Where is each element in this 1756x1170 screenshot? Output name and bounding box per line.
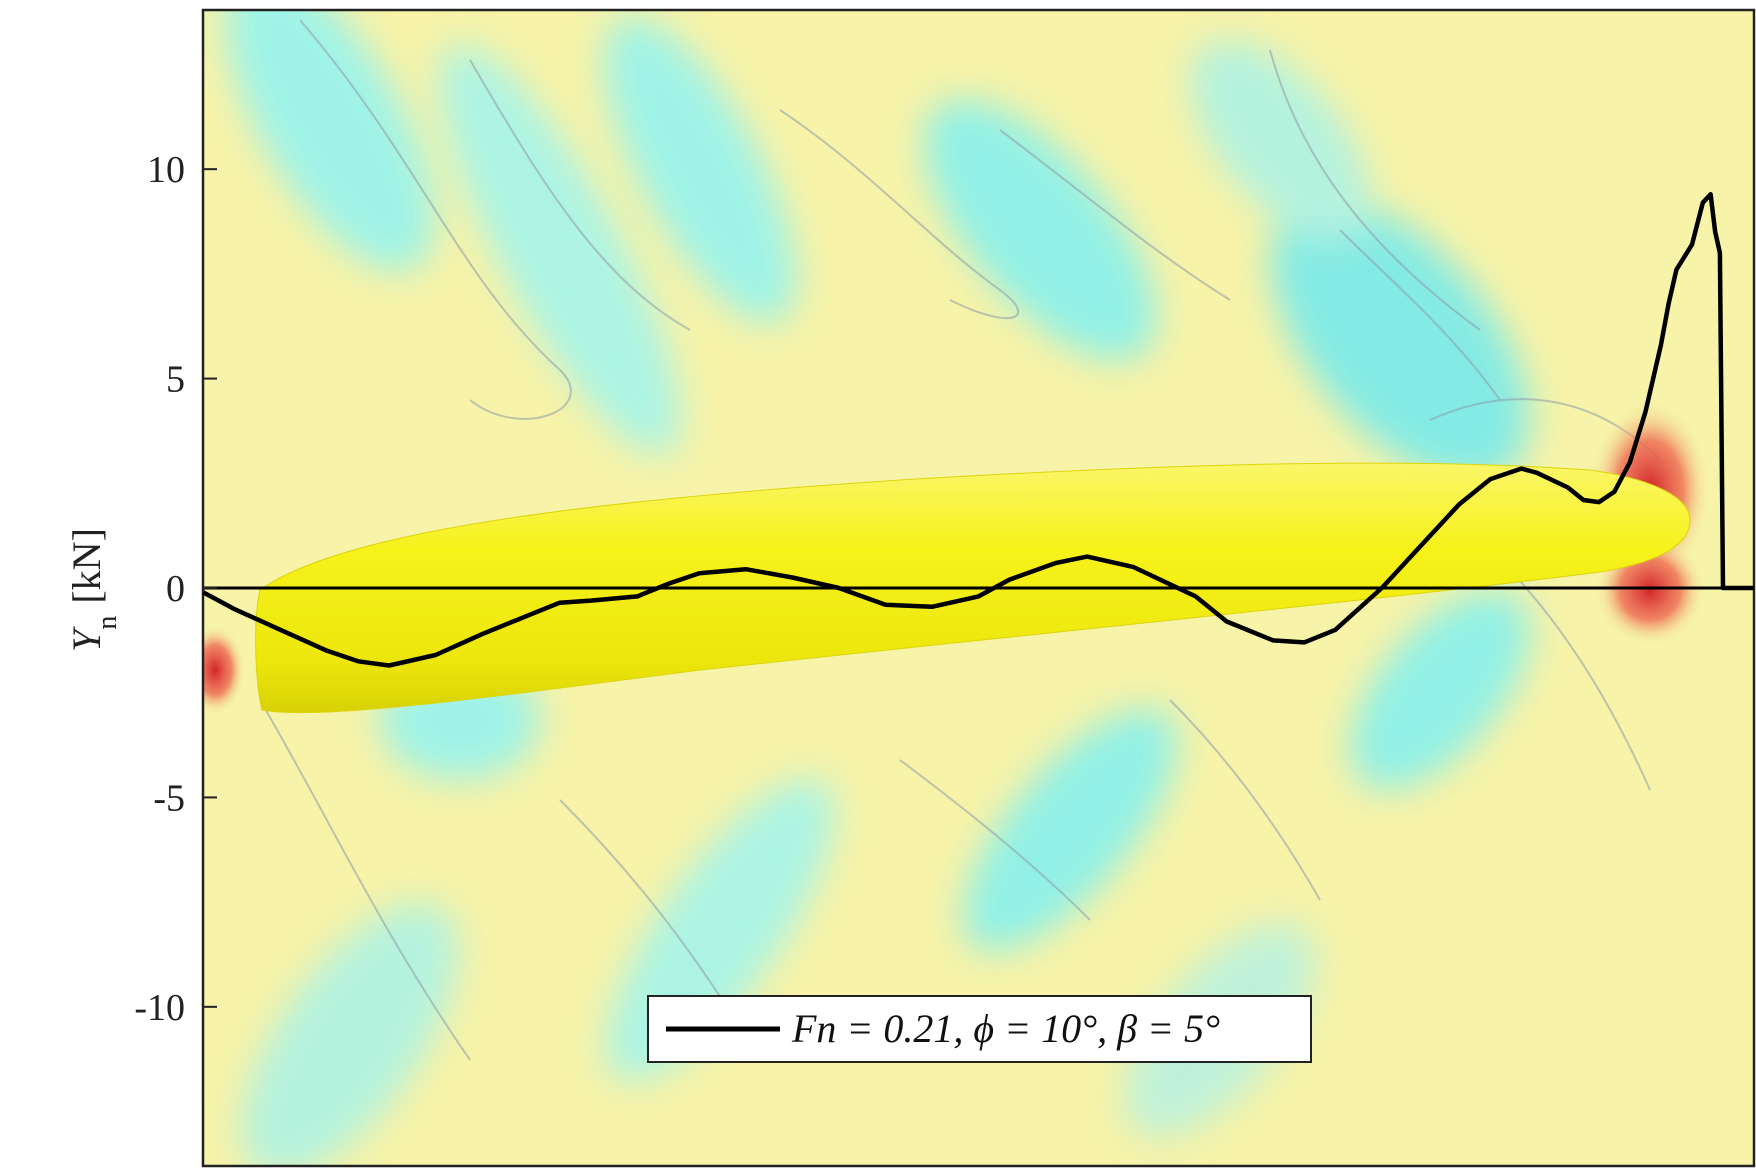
y-axis-label: Yn [kN] bbox=[64, 528, 123, 652]
y-tick-label: 0 bbox=[166, 568, 185, 610]
y-tick-label: -10 bbox=[134, 987, 185, 1029]
y-tick-label: -5 bbox=[153, 777, 185, 819]
y-tick-label: 5 bbox=[166, 359, 185, 401]
legend-label: Fn = 0.21, ϕ = 10°, β = 5° bbox=[791, 1006, 1220, 1051]
y-axis-label-unit: [kN] bbox=[64, 528, 109, 604]
y-tick-label: 10 bbox=[147, 149, 185, 191]
series-layer bbox=[203, 192, 1754, 668]
y-axis-label-symbol: Y bbox=[64, 626, 109, 652]
series-line bbox=[203, 192, 1754, 668]
y-axis-label-subscript: n bbox=[92, 616, 123, 630]
legend: Fn = 0.21, ϕ = 10°, β = 5° bbox=[647, 995, 1312, 1063]
